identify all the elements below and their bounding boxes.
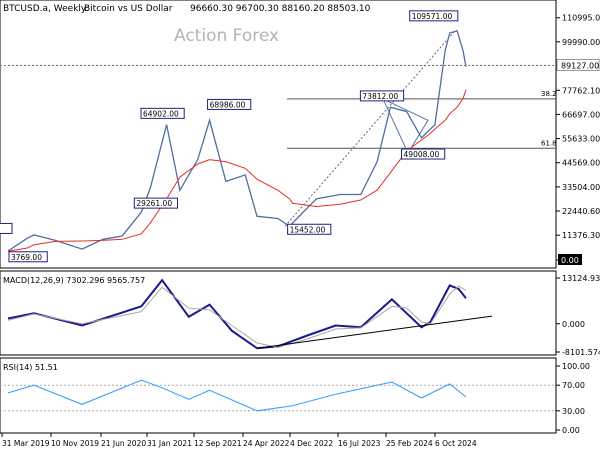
date-tick-label: 21 Jun 2020 <box>101 439 146 448</box>
price-annotations: 3769.00 29261.00 64902.00 68986.00 15452.00 7… <box>0 10 459 263</box>
price-annotation-label: 109571.00 <box>412 12 453 21</box>
date-tick-label: 6 Oct 2024 <box>435 439 477 448</box>
price-annotation-box <box>140 107 185 119</box>
price-tick-label: 33504.00 <box>562 183 600 192</box>
price-tick-label: 11376.30 <box>562 231 600 240</box>
price-tick-label: 22440.60 <box>562 207 600 216</box>
rsi-title: RSI(14) 51.51 <box>3 363 58 372</box>
price-series: 38.2 61.8 <box>7 29 557 252</box>
macd-line <box>7 278 467 350</box>
price-annotation-box <box>409 10 459 22</box>
date-tick-label: 12 Sep 2021 <box>194 439 242 448</box>
price-annotation-box <box>8 251 48 263</box>
rsi-pane <box>0 357 557 434</box>
triangle-pattern <box>381 97 429 155</box>
price-annotation-label: 49008.00 <box>404 150 440 159</box>
price-tick-label: 77762.10 <box>562 86 600 95</box>
price-tick-label: 44569.00 <box>562 159 600 168</box>
date-tick-label: 4 Dec 2022 <box>290 439 333 448</box>
date-tick-label: 31 Jan 2021 <box>147 439 192 448</box>
macd-tick-label: -8101.574 <box>562 348 600 357</box>
price-annotation-label: 3769.00 <box>11 253 42 262</box>
fib-level-label: 38.2 <box>541 90 557 98</box>
date-tick-label: 25 Feb 2024 <box>386 439 433 448</box>
price-pane <box>0 0 557 269</box>
price-tick-label: 110995.00 <box>562 14 600 23</box>
rsi-line <box>7 379 467 412</box>
macd-tick-label: 0.000 <box>562 320 585 329</box>
date-axis: 31 Mar 2019 10 Nov 2019 21 Jun 2020 31 Jan … <box>1 433 477 448</box>
price-annotation-box <box>359 90 405 102</box>
price-annotation-box <box>133 197 179 209</box>
zero-price-box <box>558 254 582 265</box>
moving-average-line <box>7 89 467 252</box>
price-annotation-label: 68986.00 <box>210 100 246 109</box>
macd-pane <box>0 270 557 356</box>
rsi-tick-label: 100.00 <box>562 362 590 371</box>
price-tick-label: 0.00 <box>561 256 579 265</box>
fib-level-label: 61.8 <box>541 139 557 147</box>
chart-header-ohlc: 96660.30 96700.30 88160.20 88503.10 <box>190 4 371 14</box>
date-tick-label: 10 Nov 2019 <box>51 439 99 448</box>
date-tick-label: 24 Apr 2022 <box>243 439 290 448</box>
macd-tick-label: 13124.939 <box>562 274 600 283</box>
macd-series: 13124.939 0.000 -8101.574 <box>7 274 600 357</box>
macd-trendline <box>257 315 493 349</box>
price-axis: 110995.00 99990.00 89127.00 77762.10 66697.0… <box>0 14 600 265</box>
price-annotation-box <box>0 222 13 234</box>
chart-header-description: Bitcoin vs US Dollar <box>84 4 173 14</box>
rsi-tick-label: 70.00 <box>562 381 585 390</box>
price-annotation-box <box>401 148 446 160</box>
watermark: Action Forex <box>174 26 279 46</box>
chart-header-symbol: BTCUSD.a, Weekly: <box>3 4 89 14</box>
current-price-label: 89127.00 <box>561 61 599 70</box>
price-annotation-box <box>287 223 332 235</box>
date-tick-label: 16 Jul 2023 <box>338 439 381 448</box>
price-tick-label: 66697.00 <box>562 110 600 119</box>
date-tick-label: 31 Mar 2019 <box>2 439 50 448</box>
price-tick-label: 99990.00 <box>562 38 600 47</box>
rsi-tick-label: 30.00 <box>562 407 585 416</box>
price-annotation-label: 73812.00 <box>362 92 398 101</box>
rsi-series: 100.00 70.00 30.00 0.00 <box>0 362 590 435</box>
price-annotation-label: 64902.00 <box>143 109 179 118</box>
price-annotation-box <box>207 98 252 110</box>
price-series-line <box>7 29 467 252</box>
macd-title: MACD(12,26,9) 7302.296 9565.757 <box>3 276 145 285</box>
price-annotation-label: 15452.00 <box>290 225 326 234</box>
price-annotation-label: 29261.00 <box>136 199 172 208</box>
current-price-box <box>556 58 600 71</box>
rsi-tick-label: 0.00 <box>562 426 580 435</box>
dotted-trendline <box>284 30 456 227</box>
price-tick-label: 55633.00 <box>562 135 600 144</box>
